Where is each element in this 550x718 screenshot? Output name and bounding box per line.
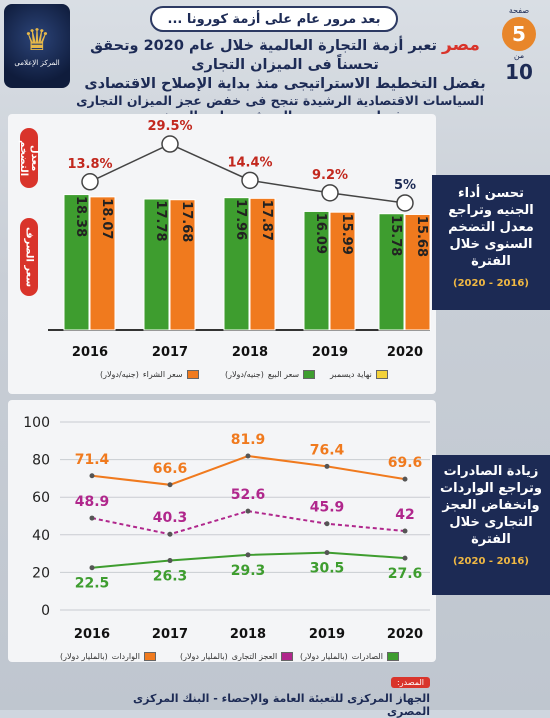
exchange-rate-card [8, 114, 436, 394]
legend-exports: الصادرات (بالمليار دولار) [300, 652, 399, 661]
side-note-exchange-period: (2016 - 2020) [438, 278, 544, 289]
source-note: المصدر: الجهاز المركزى للتعبئة العامة وا… [130, 670, 430, 718]
legend-imports-swatch [144, 652, 156, 661]
legend-eoy-star-icon [376, 370, 388, 379]
legend-buy: سعر الشراء (جنيه/دولار) [100, 370, 199, 379]
legend-eoy-label: نهاية ديسمبر [330, 370, 372, 379]
side-note-trade-text: زيادة الصادرات وتراجع الواردات وانخفاض ا… [438, 463, 544, 548]
page-of: من [514, 51, 524, 60]
top-banner: بعد مرور عام على أزمة كورونا ... [150, 6, 398, 32]
legend-buy-label: سعر الشراء [143, 370, 183, 379]
inflation-pill: معدل التضخم [20, 128, 38, 188]
legend-deficit: العجز التجارى (بالمليار دولار) [180, 652, 293, 661]
page-indicator: صفحة 5 من 10 [494, 6, 544, 102]
legend-buy-swatch [187, 370, 199, 379]
page-total: 10 [505, 60, 533, 84]
legend-imports-label: الواردات [112, 652, 140, 661]
exchange-rate-pill: سعر الصرف [20, 218, 38, 296]
media-center-logo: ♛ المركز الإعلامى [4, 4, 70, 88]
banner-text: بعد مرور عام على أزمة كورونا ... [168, 12, 381, 27]
side-note-trade-period: (2016 - 2020) [438, 556, 544, 567]
trade-card [8, 400, 436, 662]
eagle-emblem-icon: ♛ [24, 26, 51, 56]
legend-imports: الواردات (بالمليار دولار) [60, 652, 156, 661]
legend-deficit-unit: (بالمليار دولار) [180, 652, 228, 661]
headline-rest: تعبر أزمة التجارة العالمية خلال عام 2020… [90, 38, 437, 73]
legend-sell-unit: (جنيه/دولار) [225, 370, 264, 379]
legend-deficit-swatch [281, 652, 293, 661]
side-note-trade: زيادة الصادرات وتراجع الواردات وانخفاض ا… [432, 455, 550, 595]
legend-sell: سعر البيع (جنيه/دولار) [225, 370, 315, 379]
legend-exports-swatch [387, 652, 399, 661]
legend-buy-unit: (جنيه/دولار) [100, 370, 139, 379]
page-title: مصر تعبر أزمة التجارة العالمية خلال عام … [78, 36, 492, 94]
page-current: 5 [502, 17, 536, 51]
legend-exports-label: الصادرات [352, 652, 383, 661]
side-note-exchange-text: تحسن أداء الجنيه وتراجع معدل التضخم السن… [438, 185, 544, 270]
legend-deficit-label: العجز التجارى [232, 652, 277, 661]
legend-sell-label: سعر البيع [268, 370, 299, 379]
legend-sell-swatch [303, 370, 315, 379]
logo-caption: المركز الإعلامى [14, 59, 59, 67]
headline-line2: بفضل التخطيط الاستراتيجى منذ بداية الإصل… [84, 76, 485, 92]
page-label: صفحة [509, 6, 529, 15]
legend-eoy: نهاية ديسمبر [330, 370, 388, 379]
side-note-exchange: تحسن أداء الجنيه وتراجع معدل التضخم السن… [432, 175, 550, 310]
legend-imports-unit: (بالمليار دولار) [60, 652, 108, 661]
source-label: المصدر: [391, 677, 430, 688]
legend-exports-unit: (بالمليار دولار) [300, 652, 348, 661]
headline-lead: مصر [442, 35, 480, 55]
source-text: الجهاز المركزى للتعبئة العامة والإحصاء -… [130, 692, 430, 718]
